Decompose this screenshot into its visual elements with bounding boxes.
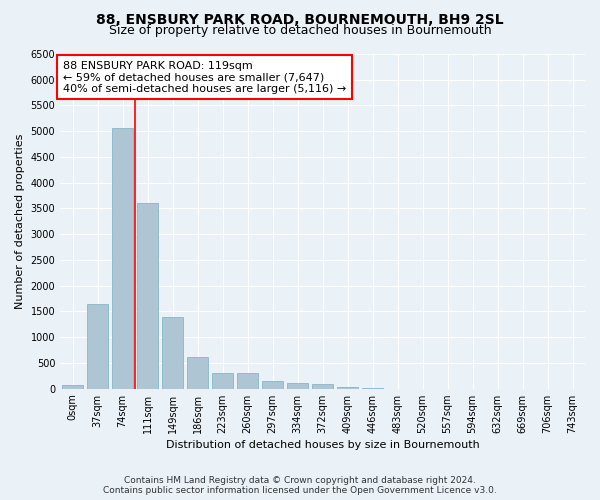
Bar xyxy=(162,316,183,388)
Bar xyxy=(62,385,83,388)
Bar xyxy=(287,383,308,388)
Bar xyxy=(137,204,158,388)
Text: 88 ENSBURY PARK ROAD: 119sqm
← 59% of detached houses are smaller (7,647)
40% of: 88 ENSBURY PARK ROAD: 119sqm ← 59% of de… xyxy=(63,60,346,94)
Bar xyxy=(112,128,133,388)
Bar xyxy=(262,381,283,388)
Text: Contains HM Land Registry data © Crown copyright and database right 2024.
Contai: Contains HM Land Registry data © Crown c… xyxy=(103,476,497,495)
Y-axis label: Number of detached properties: Number of detached properties xyxy=(15,134,25,309)
Bar xyxy=(312,384,333,388)
Bar xyxy=(337,386,358,388)
X-axis label: Distribution of detached houses by size in Bournemouth: Distribution of detached houses by size … xyxy=(166,440,479,450)
Bar xyxy=(237,373,258,388)
Text: 88, ENSBURY PARK ROAD, BOURNEMOUTH, BH9 2SL: 88, ENSBURY PARK ROAD, BOURNEMOUTH, BH9 … xyxy=(96,12,504,26)
Bar xyxy=(87,304,108,388)
Text: Size of property relative to detached houses in Bournemouth: Size of property relative to detached ho… xyxy=(109,24,491,37)
Bar xyxy=(212,373,233,388)
Bar xyxy=(187,358,208,388)
